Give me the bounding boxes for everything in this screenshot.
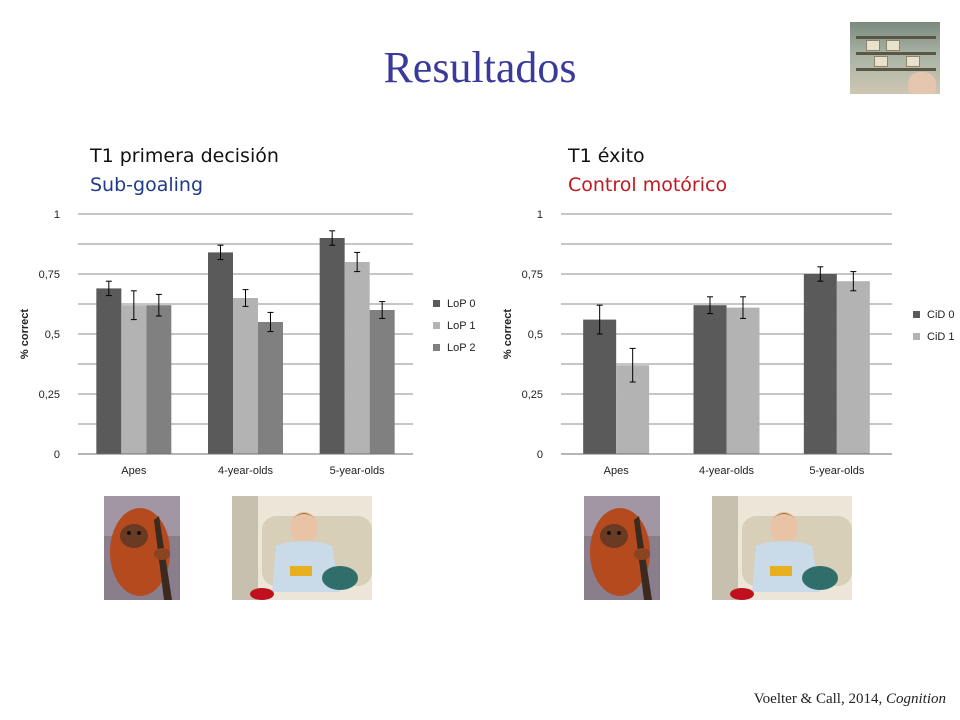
- x-tick-label: 4-year-olds: [699, 465, 755, 477]
- right-heading: T1 éxito Control motórico: [568, 142, 727, 200]
- legend-label: LoP 2: [447, 342, 476, 354]
- citation-journal: Cognition: [885, 691, 946, 707]
- bar: [258, 322, 283, 454]
- child-photo-right: [712, 496, 852, 600]
- x-tick-label: Apes: [121, 465, 147, 477]
- y-tick-label: 0,75: [39, 269, 60, 281]
- x-tick-label: 5-year-olds: [809, 465, 865, 477]
- x-tick-label: Apes: [604, 465, 630, 477]
- legend-label: CiD 0: [927, 309, 955, 321]
- legend-swatch: [913, 311, 920, 318]
- child-photo: [232, 496, 372, 600]
- bar: [344, 262, 370, 454]
- left-heading-line1: T1 primera decisión: [90, 145, 279, 167]
- bar: [121, 305, 147, 454]
- orangutan-photo: [104, 496, 180, 600]
- experiment-photo: [850, 22, 940, 94]
- legend-swatch: [913, 333, 920, 340]
- bar: [836, 281, 870, 454]
- bar: [803, 274, 837, 454]
- citation-authors: Voelter & Call, 2014,: [753, 691, 886, 707]
- y-tick-label: 0: [537, 449, 543, 461]
- legend-swatch: [433, 322, 440, 329]
- y-axis-label: % correct: [502, 309, 514, 359]
- y-tick-label: 1: [54, 209, 60, 221]
- bar: [146, 305, 172, 454]
- legend-label: LoP 1: [447, 320, 476, 332]
- y-tick-label: 0,25: [522, 389, 543, 401]
- y-tick-label: 0,75: [522, 269, 543, 281]
- bar: [369, 310, 395, 454]
- slide-title: Resultados: [383, 43, 577, 92]
- y-tick-label: 0,5: [528, 329, 543, 341]
- right-heading-line1: T1 éxito: [568, 145, 645, 167]
- cid-bar-chart: 0 0,25 0,5 0,75 1 % correct Apes 4-year-olds 5-y…: [502, 209, 955, 477]
- legend-label: CiD 1: [927, 331, 955, 343]
- y-tick-label: 0,25: [39, 389, 60, 401]
- x-tick-label: 5-year-olds: [330, 465, 386, 477]
- legend-swatch: [433, 344, 440, 351]
- y-axis-label: % correct: [20, 309, 31, 359]
- x-tick-label: 4-year-olds: [218, 465, 274, 477]
- legend-label: LoP 0: [447, 298, 476, 310]
- y-tick-label: 0,5: [45, 329, 60, 341]
- lop-bar-chart: 0 0,25 0,5 0,75 1 % correct Apes 4-year-olds 5-y…: [20, 209, 476, 477]
- bar: [693, 305, 727, 454]
- y-tick-label: 1: [537, 209, 543, 221]
- bar: [583, 319, 617, 454]
- bar: [319, 238, 345, 454]
- bar: [208, 252, 233, 454]
- legend-swatch: [433, 300, 440, 307]
- right-heading-line2: Control motórico: [568, 174, 728, 196]
- bar: [233, 298, 258, 454]
- left-heading-line2: Sub-goaling: [90, 174, 204, 196]
- y-tick-label: 0: [54, 449, 60, 461]
- orangutan-photo-right: [584, 496, 660, 600]
- bar: [96, 288, 122, 454]
- citation: Voelter & Call, 2014, Cognition: [754, 691, 946, 708]
- bar: [726, 307, 760, 454]
- left-heading: T1 primera decisión Sub-goaling: [90, 142, 279, 200]
